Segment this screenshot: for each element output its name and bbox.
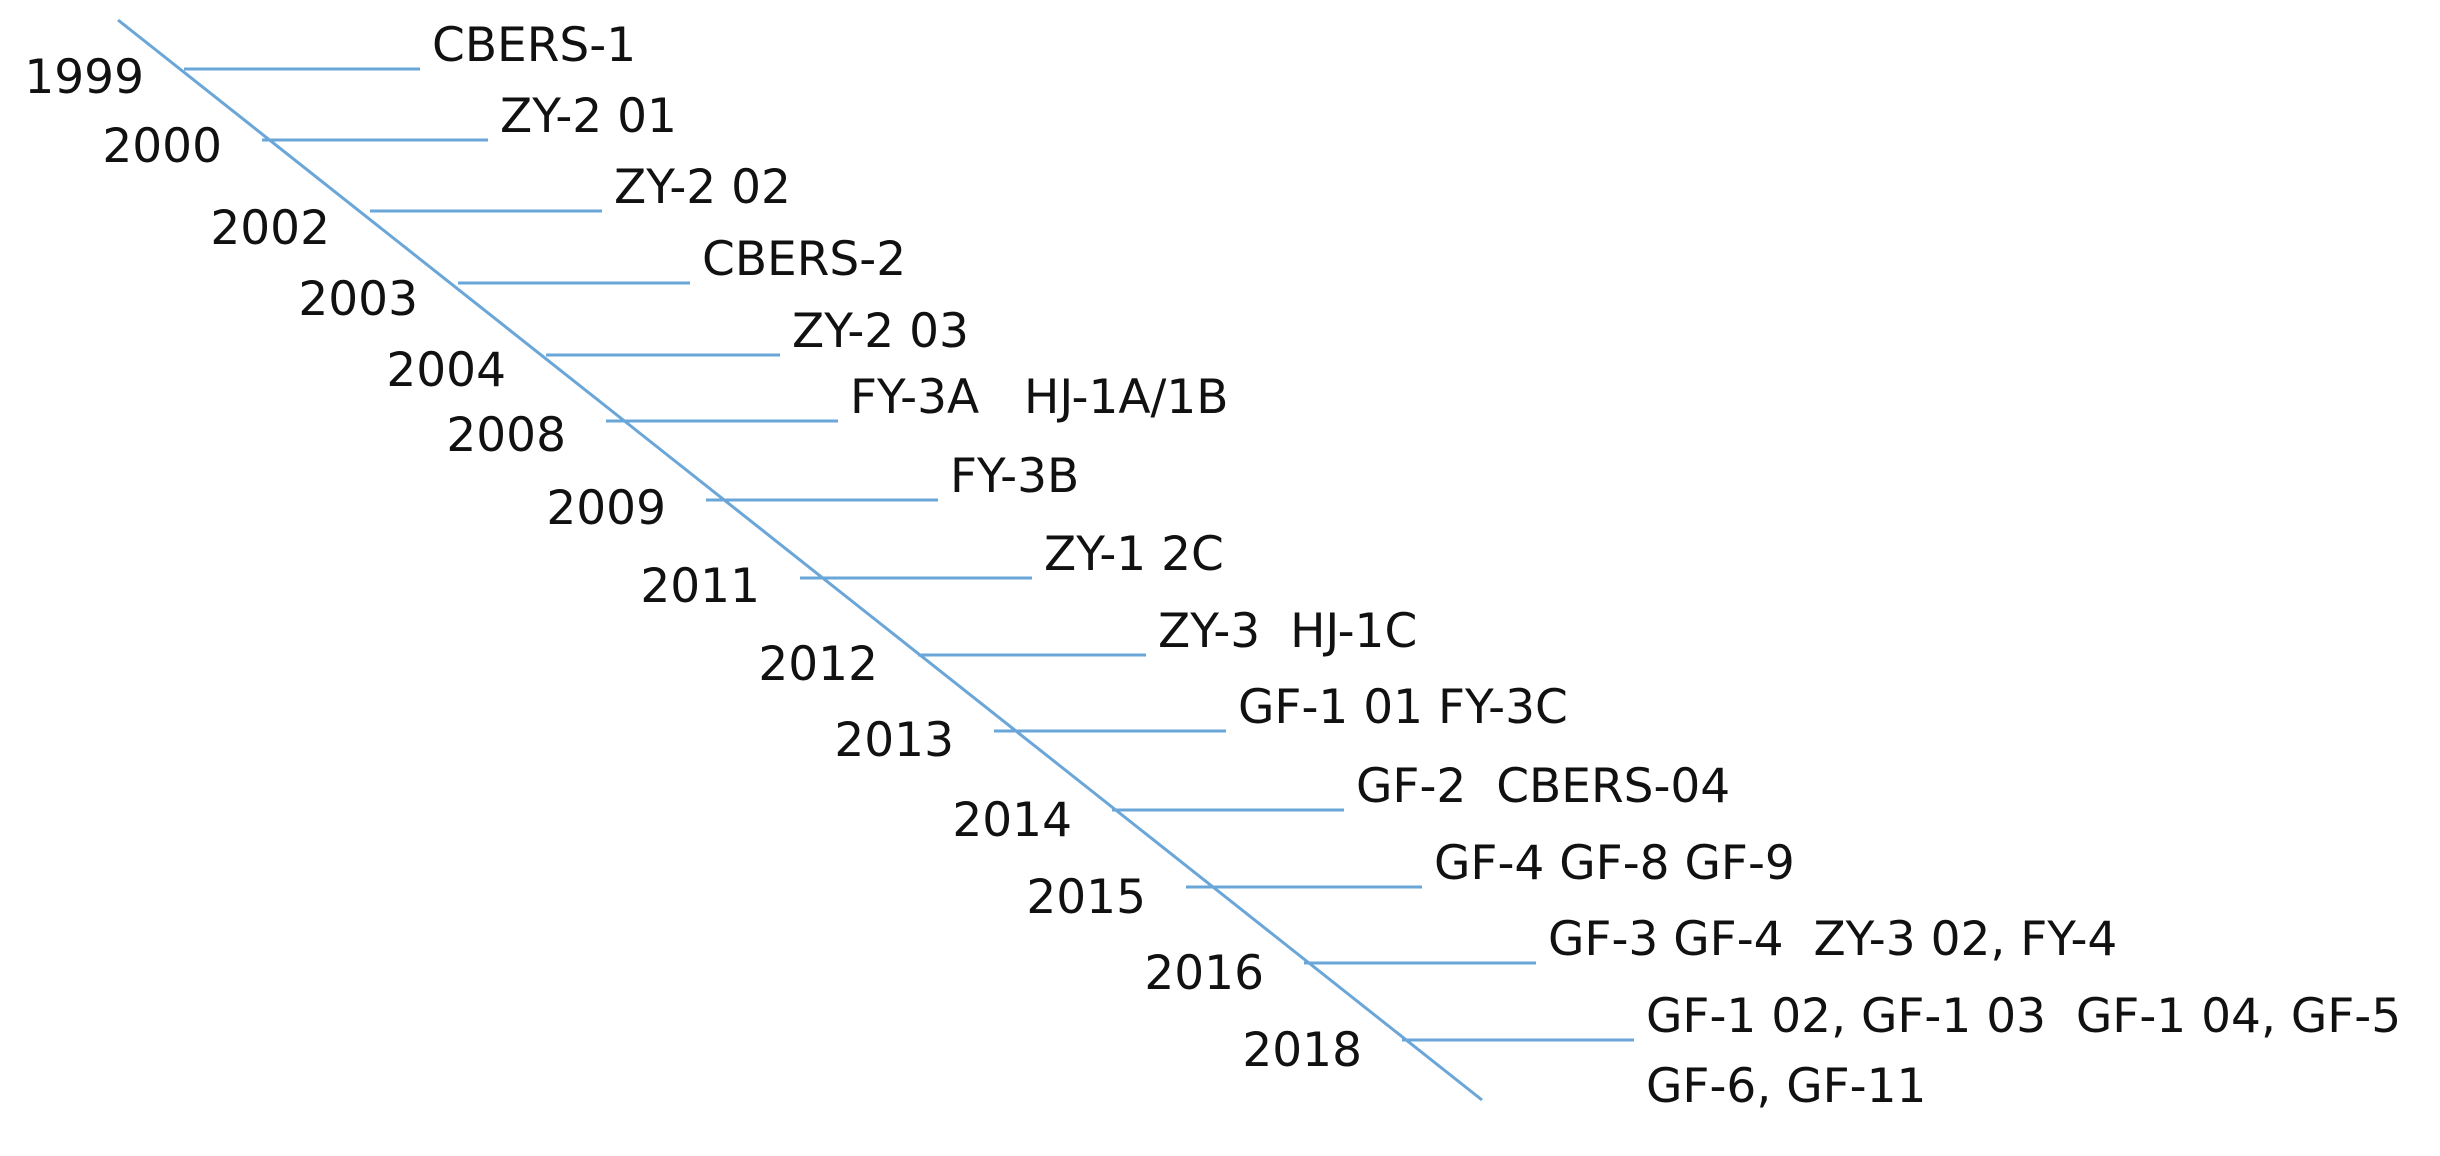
satellite-label: ZY-2 01: [500, 89, 677, 144]
timeline-axis: [117, 18, 1483, 1102]
satellite-label: GF-4 GF-8 GF-9: [1434, 836, 1795, 891]
year-label: 2016: [1144, 946, 1264, 1001]
year-label: 2008: [446, 408, 566, 463]
year-label: 1999: [24, 50, 144, 105]
satellite-label: FY-3B: [950, 449, 1079, 504]
timeline-events: 1999 CBERS-1 2000 ZY-2 01 2002 ZY-2 02 2003 CBE…: [24, 18, 2401, 1114]
satellite-label: ZY-2 02: [614, 160, 791, 215]
satellite-label: GF-6, GF-11: [1646, 1059, 1926, 1114]
year-label: 2018: [1242, 1023, 1362, 1078]
year-label: 2013: [834, 713, 954, 768]
year-label: 2012: [758, 637, 878, 692]
satellite-label: ZY-3 HJ-1C: [1158, 604, 1417, 659]
year-label: 2002: [210, 201, 330, 256]
year-label: 2015: [1026, 870, 1146, 925]
satellite-label: GF-2 CBERS-04: [1356, 759, 1730, 814]
satellite-label: GF-1 02, GF-1 03 GF-1 04, GF-5: [1646, 989, 2401, 1044]
satellite-label: GF-3 GF-4 ZY-3 02, FY-4: [1548, 912, 2117, 967]
satellite-label: CBERS-1: [432, 18, 636, 73]
satellite-label: ZY-2 03: [792, 304, 969, 359]
satellite-label: ZY-1 2C: [1044, 527, 1224, 582]
satellite-label: CBERS-2: [702, 232, 906, 287]
satellite-label: GF-1 01 FY-3C: [1238, 680, 1568, 735]
year-label: 2014: [952, 793, 1072, 848]
year-label: 2000: [102, 119, 222, 174]
year-label: 2004: [386, 343, 506, 398]
satellite-label: FY-3A HJ-1A/1B: [850, 370, 1229, 425]
year-label: 2009: [546, 481, 666, 536]
year-label: 2011: [640, 559, 760, 614]
year-label: 2003: [298, 272, 418, 327]
